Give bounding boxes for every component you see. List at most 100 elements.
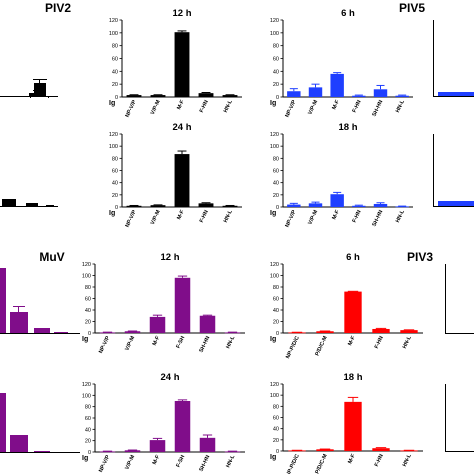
x-tick-label: F-SH (175, 454, 186, 468)
bar-np-p-d-c (288, 450, 306, 452)
x-tick-label: NP-V/P (98, 335, 111, 354)
chart-panels: 12 h 0 20 40 60 80 100 120 Ig NP-V/P V/P-M M-F F-HN H… (82, 8, 423, 474)
x-tick-label: NP-P/D/C (285, 335, 301, 359)
bar-hn-l (395, 95, 409, 97)
y-tick-label: 40 (273, 308, 279, 314)
chart-title: 12 h (172, 8, 191, 19)
bar-v-p-m (150, 205, 166, 207)
bar-hn-l (224, 451, 241, 453)
x-tick-label: HN-L (225, 454, 236, 469)
x-tick-label: V/P-M (307, 99, 319, 116)
x-tick-label: V/P-M (150, 99, 162, 116)
x-tick-label: HN-L (225, 335, 236, 350)
bar-np-v-p (287, 91, 301, 97)
y-tick-label: 40 (112, 181, 118, 187)
y-tick-label: 100 (270, 31, 279, 37)
bar-hn-l (395, 206, 409, 208)
virus-label-piv3: PIV3 (407, 250, 433, 264)
x-tick-label: M-F (331, 99, 341, 111)
x-tick-label: M-F (347, 335, 357, 347)
y-tick-label: 40 (85, 427, 91, 433)
cropped-fragment (0, 268, 6, 333)
bar-np-v-p (126, 205, 142, 207)
y-tick-label: 100 (270, 393, 279, 399)
x-tick-label: NP-P/D/C (285, 453, 301, 474)
bar-m-f (149, 316, 166, 333)
y-tick-label: 20 (112, 193, 118, 199)
chart-panel-piv2-24h: 24 h 0 20 40 60 80 100 120 Ig NP-V/P V/P-M M-F F-HN H… (109, 122, 242, 228)
y-tick-label: 80 (273, 44, 279, 50)
x-tick-label: F-HN (374, 335, 385, 349)
cropped-fragment (445, 333, 474, 334)
bar-p-d-c-m (316, 449, 334, 451)
chart-title: 12 h (160, 252, 179, 263)
y-tick-label: 80 (112, 156, 118, 162)
cropped-fragment (10, 435, 28, 452)
x-tick-label: SH-HN (199, 335, 212, 353)
bar-p-d-c-m (316, 331, 334, 333)
y-tick-label: 0 (276, 205, 279, 211)
y-tick-label: 40 (273, 427, 279, 433)
cropped-fragment (445, 451, 474, 452)
cropped-fragment (48, 96, 49, 98)
chart-title: 24 h (160, 372, 179, 383)
y-tick-label: 20 (85, 439, 91, 445)
y-tick-label: 120 (270, 18, 279, 24)
x-tick-label: HN-L (402, 335, 413, 350)
cropped-fragment (34, 451, 50, 452)
x-tick-label: M-F (152, 335, 162, 347)
cropped-fragment (2, 199, 16, 206)
y-tick-label: 60 (273, 169, 279, 175)
y-tick-label: 0 (88, 331, 91, 337)
bar-f-sh (174, 277, 191, 333)
x-tick-label: HN-L (402, 453, 413, 468)
chart-panel-muv-24h: 24 h 0 20 40 60 80 100 120 Ig NP-V/P V/P-M M-F F-SH S… (82, 372, 245, 473)
cropped-fragment (30, 96, 31, 98)
x-tick-label: M-F (176, 209, 186, 221)
chart-title: 6 h (346, 252, 360, 263)
chart-panel-piv5-6h: 6 h 0 20 40 60 80 100 120 Ig NP-V/P V/P-M M-F F-HN SH… (270, 8, 413, 118)
x-tick-label: P/D/C-M (314, 335, 329, 357)
y-tick-label: 60 (273, 297, 279, 303)
bar-sh-hn (199, 315, 216, 333)
x-tick-label: SH-HN (199, 454, 212, 472)
y-tick-label: 120 (270, 382, 279, 388)
y-tick-label: 120 (109, 18, 118, 24)
bar-f-sh (174, 401, 191, 452)
y-tick-label: 80 (112, 44, 118, 50)
cropped-fragment (433, 206, 474, 207)
y-tick-label: 20 (273, 82, 279, 88)
y-axis-label: Ig (270, 336, 276, 343)
bar-f-hn (198, 203, 214, 207)
x-tick-label: V/P-M (124, 335, 136, 352)
bar-hn-l (400, 450, 418, 452)
bar-v-p-m (308, 87, 323, 97)
x-tick-label: F-HN (352, 209, 363, 223)
chart-panel-piv5-18h: 18 h 0 20 40 60 80 100 120 Ig NP-V/P V/P-M M-F F-HN S… (270, 122, 413, 228)
y-tick-label: 60 (273, 416, 279, 422)
bar-np-v-p (287, 204, 301, 207)
x-tick-label: HN-L (395, 209, 406, 224)
bar-f-hn (372, 448, 390, 451)
cropped-fragment (438, 201, 474, 206)
bar-hn-l (222, 95, 238, 97)
bar-m-f (330, 194, 344, 207)
y-tick-label: 40 (85, 308, 91, 314)
virus-label-piv5: PIV5 (399, 1, 425, 15)
cropped-fragment (438, 92, 474, 96)
cropped-fragment (445, 384, 446, 451)
bar-m-f (330, 73, 344, 97)
cropped-fragment (433, 134, 434, 207)
x-tick-label: M-F (331, 209, 341, 221)
bar-m-f (149, 440, 166, 452)
y-tick-label: 20 (273, 320, 279, 326)
x-tick-label: F-HN (374, 453, 385, 467)
chart-title: 18 h (338, 122, 357, 133)
cropped-fragment (13, 306, 25, 307)
x-tick-label: NP-V/P (125, 209, 138, 228)
y-axis-label: Ig (109, 100, 115, 107)
x-tick-label: SH-HN (372, 99, 385, 117)
chart-title: 18 h (343, 372, 362, 383)
y-tick-label: 120 (82, 382, 91, 388)
bar-np-v-p (99, 332, 116, 334)
